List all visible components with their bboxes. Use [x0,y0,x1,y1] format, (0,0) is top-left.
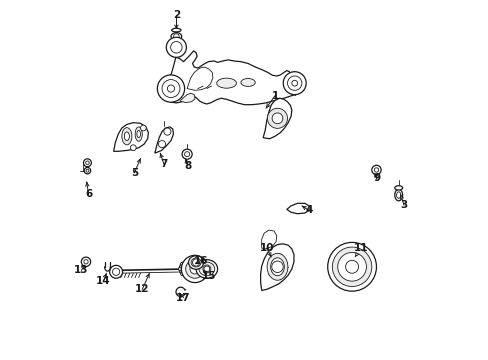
Circle shape [185,260,204,278]
Ellipse shape [394,189,402,201]
Text: 9: 9 [373,173,380,183]
Polygon shape [263,98,291,139]
Text: 6: 6 [85,189,92,199]
Circle shape [192,259,199,266]
Polygon shape [286,203,308,214]
Circle shape [203,266,209,272]
Circle shape [287,76,301,90]
Circle shape [190,273,193,275]
Polygon shape [260,244,293,291]
Text: 3: 3 [400,200,407,210]
Circle shape [283,72,305,95]
Ellipse shape [171,33,182,41]
Text: 8: 8 [184,161,191,171]
Circle shape [181,255,208,283]
Text: 11: 11 [353,243,367,253]
Polygon shape [172,86,179,101]
Circle shape [185,260,188,263]
Circle shape [180,273,183,275]
Text: 4: 4 [305,206,312,216]
Ellipse shape [191,258,201,267]
Circle shape [140,125,146,131]
Circle shape [190,262,193,265]
Circle shape [178,267,181,270]
Ellipse shape [135,127,142,141]
Circle shape [167,85,174,92]
Ellipse shape [241,78,255,86]
Circle shape [170,41,182,53]
Circle shape [173,34,179,40]
Circle shape [86,169,89,172]
Circle shape [190,264,200,274]
Circle shape [184,152,189,157]
Polygon shape [180,93,195,103]
Text: 15: 15 [201,271,215,281]
Ellipse shape [394,186,402,190]
Polygon shape [155,127,173,153]
Text: 14: 14 [96,276,111,286]
Circle shape [157,75,184,102]
Circle shape [267,108,287,129]
Circle shape [185,275,188,278]
Polygon shape [187,67,212,90]
Polygon shape [261,230,276,249]
Ellipse shape [199,262,214,276]
Circle shape [162,80,180,98]
Circle shape [109,265,122,278]
Ellipse shape [270,258,284,276]
Circle shape [345,260,358,273]
Ellipse shape [137,131,140,138]
Circle shape [130,145,136,150]
Ellipse shape [196,260,217,278]
Circle shape [158,140,165,148]
Text: 12: 12 [135,284,149,294]
Circle shape [84,167,90,174]
Circle shape [112,268,120,275]
Text: 17: 17 [176,293,190,303]
Text: 5: 5 [130,168,138,178]
Text: 16: 16 [193,256,207,266]
Ellipse shape [122,128,132,145]
Ellipse shape [124,132,129,140]
Circle shape [83,260,88,264]
Circle shape [371,165,380,175]
Circle shape [337,252,366,281]
Circle shape [83,159,91,167]
Circle shape [182,149,192,159]
Ellipse shape [171,28,181,32]
Text: 2: 2 [172,10,180,20]
Ellipse shape [216,78,236,88]
Circle shape [271,113,282,124]
Circle shape [183,265,191,273]
Circle shape [166,37,186,57]
Circle shape [373,168,378,172]
Text: 7: 7 [160,159,167,169]
Circle shape [327,242,376,291]
Circle shape [85,161,89,165]
Circle shape [291,80,297,86]
Circle shape [81,257,90,266]
Circle shape [180,262,183,265]
Circle shape [163,128,171,135]
Ellipse shape [203,265,210,273]
Text: 10: 10 [259,243,273,253]
Text: 1: 1 [271,91,278,101]
Ellipse shape [266,253,287,280]
Polygon shape [113,123,148,151]
Circle shape [192,267,195,270]
Text: 13: 13 [74,265,88,275]
Ellipse shape [188,256,203,269]
Circle shape [332,247,371,287]
Circle shape [271,261,283,273]
Ellipse shape [396,192,400,198]
Circle shape [179,261,195,277]
